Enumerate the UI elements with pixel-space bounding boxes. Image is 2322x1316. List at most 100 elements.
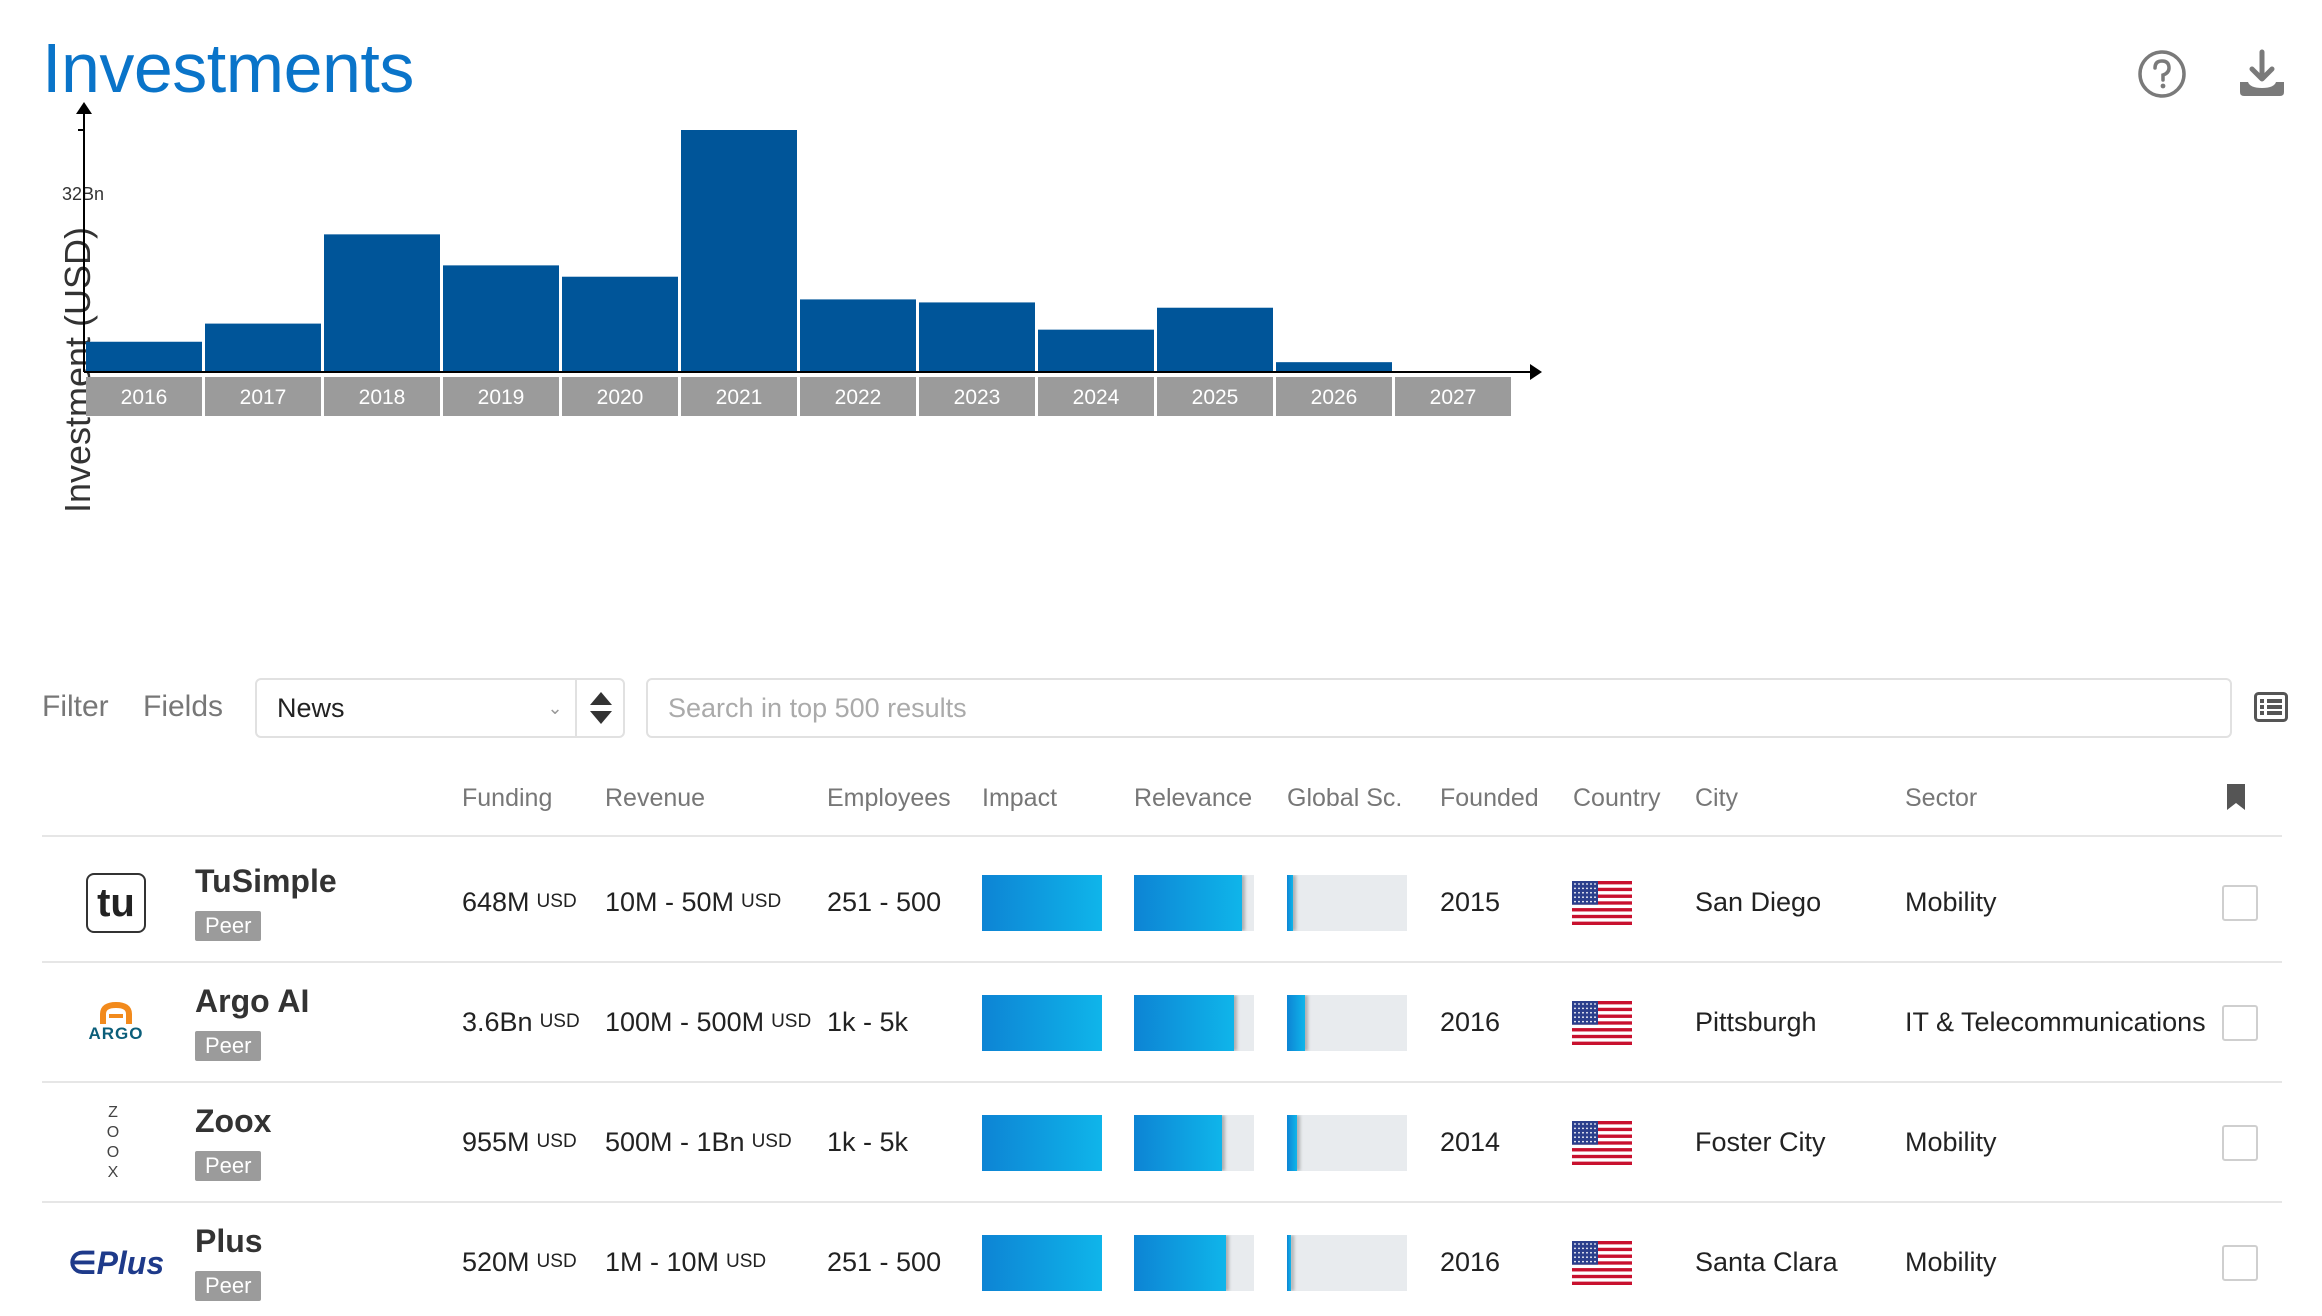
bar-2026[interactable]: [1276, 362, 1392, 372]
download-icon[interactable]: [2236, 48, 2288, 100]
company-name[interactable]: Zoox: [195, 1103, 272, 1139]
sector-cell: IT & Telecommunications: [1905, 1006, 2206, 1037]
x-tick-label-2024: 2024: [1073, 386, 1120, 409]
search-input[interactable]: [646, 678, 2232, 738]
peer-badge: Peer: [195, 911, 262, 941]
filter-button[interactable]: Filter: [42, 690, 109, 723]
row-checkbox[interactable]: [2222, 885, 2258, 921]
sort-spinner-icon[interactable]: [575, 680, 623, 736]
bar-2019[interactable]: [443, 265, 559, 372]
x-tick-box-2024[interactable]: [1038, 377, 1154, 416]
global-score-bar: [1287, 995, 1407, 1051]
header-divider: [42, 835, 2282, 837]
bar-2025[interactable]: [1157, 307, 1273, 372]
bar-2018[interactable]: [324, 234, 440, 372]
peer-badge: Peer: [195, 1151, 262, 1181]
x-tick-label-2019: 2019: [478, 386, 525, 409]
x-tick-label-2018: 2018: [359, 386, 406, 409]
sector-cell: Mobility: [1905, 1126, 1997, 1157]
news-select[interactable]: News ⌄: [255, 678, 625, 738]
x-tick-label-2023: 2023: [954, 386, 1001, 409]
founded-cell: 2016: [1440, 1246, 1501, 1277]
x-tick-label-2025: 2025: [1192, 386, 1239, 409]
x-tick-box-2018[interactable]: [324, 377, 440, 416]
column-header-country[interactable]: Country: [1573, 784, 1661, 812]
city-cell: Pittsburgh: [1695, 1006, 1817, 1037]
sector-cell: Mobility: [1905, 886, 1997, 917]
x-tick-box-2026[interactable]: [1276, 377, 1392, 416]
x-tick-label-2020: 2020: [597, 386, 644, 409]
us-flag-icon: [1572, 1241, 1632, 1285]
chevron-down-icon: ⌄: [547, 697, 563, 718]
column-header-revenue[interactable]: Revenue: [605, 784, 706, 812]
x-tick-label-2026: 2026: [1311, 386, 1358, 409]
revenue-cell: 1M - 10M USD: [605, 1246, 767, 1277]
company-name[interactable]: TuSimple: [195, 863, 337, 899]
impact-bar: [982, 1115, 1102, 1171]
column-header-impact[interactable]: Impact: [982, 784, 1058, 812]
company-name[interactable]: Argo AI: [195, 983, 310, 1019]
funding-cell: 3.6Bn USD: [462, 1006, 580, 1037]
revenue-cell: 100M - 500M USD: [605, 1006, 812, 1037]
bookmark-icon[interactable]: [2225, 783, 2247, 811]
y-axis-arrow: [76, 102, 92, 114]
row-checkbox[interactable]: [2222, 1005, 2258, 1041]
bar-2016[interactable]: [86, 341, 202, 372]
x-tick-box-2023[interactable]: [919, 377, 1035, 416]
page-title: Investments: [42, 29, 414, 107]
bar-2023[interactable]: [919, 302, 1035, 372]
row-checkbox[interactable]: [2222, 1125, 2258, 1161]
column-header-global-score[interactable]: Global Sc.: [1287, 784, 1403, 812]
funding-cell: 520M USD: [462, 1246, 577, 1277]
bar-2021[interactable]: [681, 130, 797, 372]
column-header-relevance[interactable]: Relevance: [1134, 784, 1253, 812]
bar-2017[interactable]: [205, 323, 321, 372]
x-tick-label-2021: 2021: [716, 386, 763, 409]
city-cell: San Diego: [1695, 886, 1822, 917]
employees-cell: 1k - 5k: [827, 1006, 909, 1037]
revenue-cell: 500M - 1Bn USD: [605, 1126, 792, 1157]
employees-cell: 251 - 500: [827, 1246, 942, 1277]
us-flag-icon: [1572, 1001, 1632, 1045]
fields-button[interactable]: Fields: [143, 690, 224, 723]
column-header-city[interactable]: City: [1695, 784, 1739, 812]
column-header-sector[interactable]: Sector: [1905, 784, 1978, 812]
employees-cell: 251 - 500: [827, 886, 942, 917]
column-header-funding[interactable]: Funding: [462, 784, 553, 812]
x-axis-arrow: [1530, 364, 1542, 380]
x-tick-label-2027: 2027: [1430, 386, 1477, 409]
x-tick-box-2021[interactable]: [681, 377, 797, 416]
funding-cell: 648M USD: [462, 886, 577, 917]
impact-bar: [982, 995, 1102, 1051]
peer-badge: Peer: [195, 1031, 262, 1061]
funding-cell: 955M USD: [462, 1126, 577, 1157]
x-tick-label-2017: 2017: [240, 386, 287, 409]
bar-2024[interactable]: [1038, 329, 1154, 372]
table-row[interactable]: ∈Plus Plus Peer 520M USD 1M - 10M USD 251 …: [42, 1203, 2282, 1316]
relevance-bar: [1134, 1115, 1254, 1171]
x-tick-box-2022[interactable]: [800, 377, 916, 416]
bar-2022[interactable]: [800, 299, 916, 372]
x-tick-box-2016[interactable]: [86, 377, 202, 416]
x-tick-box-2020[interactable]: [562, 377, 678, 416]
row-checkbox[interactable]: [2222, 1245, 2258, 1281]
x-tick-box-2025[interactable]: [1157, 377, 1273, 416]
founded-cell: 2016: [1440, 1006, 1501, 1037]
company-logo-plus: ∈Plus: [67, 1245, 165, 1281]
company-name[interactable]: Plus: [195, 1223, 263, 1259]
select-value: News: [277, 692, 345, 723]
x-tick-box-2027[interactable]: [1395, 377, 1511, 416]
revenue-cell: 10M - 50M USD: [605, 886, 782, 917]
bar-2020[interactable]: [562, 276, 678, 372]
table-row[interactable]: ARGO Argo AI Peer 3.6Bn USD 100M - 500M US…: [42, 963, 2282, 1083]
column-header-employees[interactable]: Employees: [827, 784, 951, 812]
list-view-icon[interactable]: [2254, 692, 2288, 722]
help-circle-icon[interactable]: [2136, 48, 2188, 100]
column-header-founded[interactable]: Founded: [1440, 784, 1539, 812]
x-tick-box-2019[interactable]: [443, 377, 559, 416]
table-row[interactable]: tu TuSimple Peer 648M USD 10M - 50M USD 25…: [42, 843, 2282, 963]
x-tick-box-2017[interactable]: [205, 377, 321, 416]
impact-bar: [982, 1235, 1102, 1291]
